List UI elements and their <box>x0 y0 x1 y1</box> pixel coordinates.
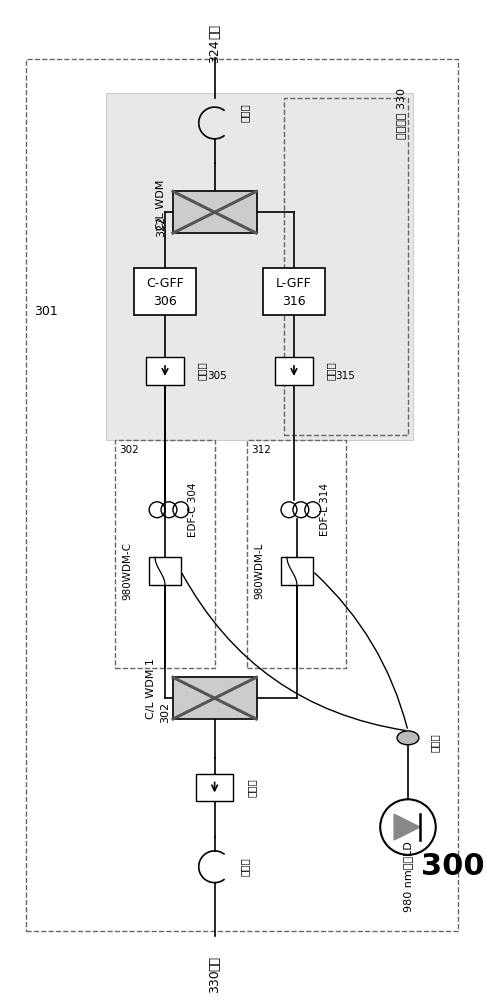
Bar <box>284 98 408 435</box>
Text: 980WDM-C: 980WDM-C <box>122 542 132 600</box>
Polygon shape <box>394 814 420 840</box>
Text: L-GFF: L-GFF <box>276 277 312 290</box>
Bar <box>115 440 214 668</box>
Text: 306: 306 <box>153 295 177 308</box>
Text: 隔离器: 隔离器 <box>197 362 207 380</box>
Text: 隔离器: 隔离器 <box>246 778 256 797</box>
Ellipse shape <box>397 731 419 745</box>
Bar <box>134 268 196 315</box>
Text: 324: 324 <box>208 40 221 63</box>
Bar <box>26 59 458 931</box>
Text: 300: 300 <box>421 852 485 881</box>
Text: 330: 330 <box>208 969 221 993</box>
Text: EDF-L 314: EDF-L 314 <box>319 483 330 536</box>
Text: C/L WDM: C/L WDM <box>156 179 166 230</box>
Bar <box>247 440 347 668</box>
Text: 混合组件 330: 混合组件 330 <box>396 88 406 139</box>
Bar <box>173 677 257 719</box>
Text: 315: 315 <box>336 371 355 381</box>
Text: 输入: 输入 <box>208 956 221 971</box>
Text: 312: 312 <box>251 445 271 455</box>
Bar <box>263 268 325 315</box>
Bar <box>149 557 181 585</box>
Text: 322: 322 <box>156 216 166 237</box>
Text: 输出: 输出 <box>208 24 221 39</box>
Bar <box>106 93 413 440</box>
Text: 分接头: 分接头 <box>240 104 249 122</box>
Circle shape <box>380 799 436 855</box>
Text: 隔离器: 隔离器 <box>326 362 336 380</box>
Text: EDF-C 304: EDF-C 304 <box>188 483 198 537</box>
Text: 302: 302 <box>119 445 139 455</box>
Text: 980 nm泵浦LD: 980 nm泵浦LD <box>403 841 413 912</box>
Text: 301: 301 <box>34 305 58 318</box>
Text: 分接头: 分接头 <box>430 733 440 752</box>
Text: C/L WDM 1: C/L WDM 1 <box>146 658 156 719</box>
Text: C-GFF: C-GFF <box>146 277 184 290</box>
Bar <box>196 774 234 801</box>
Text: 分接头: 分接头 <box>240 857 249 876</box>
Text: 980WDM-L: 980WDM-L <box>254 543 264 599</box>
Text: 305: 305 <box>207 371 226 381</box>
Text: 302: 302 <box>160 701 170 723</box>
Text: 316: 316 <box>282 295 306 308</box>
Bar <box>275 357 313 385</box>
Bar <box>146 357 184 385</box>
Bar <box>281 557 313 585</box>
Bar <box>173 191 257 233</box>
